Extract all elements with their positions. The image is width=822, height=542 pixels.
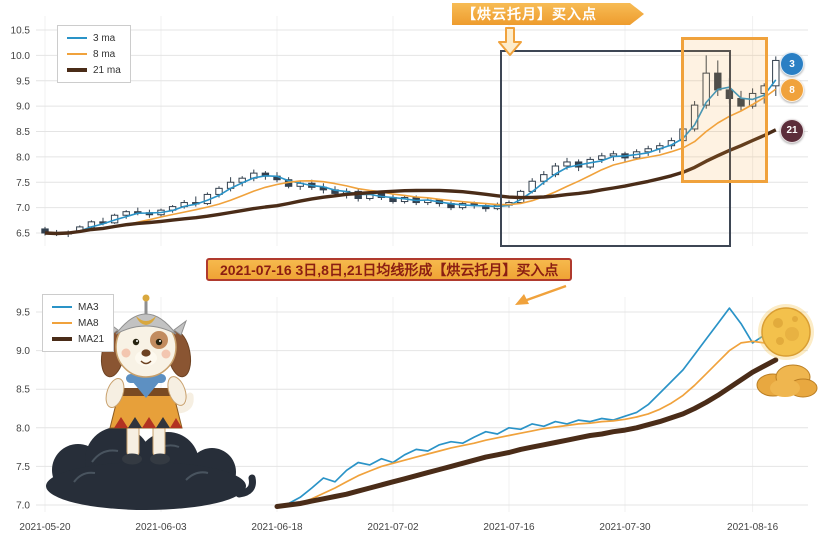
svg-text:2021-08-16: 2021-08-16 <box>727 522 779 533</box>
buy-point-banner-text: 【烘云托月】买入点 <box>462 4 597 24</box>
ma8-line-swatch <box>67 53 87 55</box>
top-chart-legend: 3 ma 8 ma 21 ma <box>57 25 131 83</box>
svg-text:8.5: 8.5 <box>16 385 30 396</box>
svg-text:9.0: 9.0 <box>16 102 30 113</box>
legend-item-8ma: 8 ma <box>67 46 121 62</box>
bottom-chart-legend: MA3 MA8 MA21 <box>42 294 114 352</box>
svg-text:6.5: 6.5 <box>16 229 30 240</box>
legend-item-ma3: MA3 <box>52 299 104 315</box>
svg-text:2021-06-18: 2021-06-18 <box>251 522 303 533</box>
moon-illustration <box>757 303 815 361</box>
banner-down-arrow-icon <box>497 27 523 57</box>
ma21-legend-label: MA21 <box>78 334 104 345</box>
svg-text:8.0: 8.0 <box>16 152 30 163</box>
dark-cloud <box>46 427 252 510</box>
ma21-legend-label: 21 ma <box>93 65 121 76</box>
ma-badge: 8 <box>780 78 804 102</box>
svg-text:10.5: 10.5 <box>11 26 31 37</box>
svg-text:9.5: 9.5 <box>16 308 30 319</box>
ma21-line-swatch <box>52 337 72 341</box>
stock-ma-pattern-page: 6.5 7.0 7.5 8.0 8.5 9.0 9.5 10.0 10.5 7.0 7.5 8.0 8… <box>0 0 822 542</box>
ma-badge-label: 3 <box>789 59 795 70</box>
banner-pointer-arrow-icon <box>508 282 572 310</box>
svg-text:8.5: 8.5 <box>16 127 30 138</box>
svg-text:8.0: 8.0 <box>16 423 30 434</box>
svg-text:7.0: 7.0 <box>16 501 30 512</box>
legend-item-ma8: MA8 <box>52 315 104 331</box>
ma3-line-swatch <box>52 306 72 308</box>
buy-point-banner: 【烘云托月】买入点 <box>452 3 644 25</box>
orange-cloud-illustration <box>753 357 819 401</box>
svg-text:9.0: 9.0 <box>16 346 30 357</box>
ma3-legend-label: 3 ma <box>93 33 115 44</box>
orange-highlight-box <box>681 37 768 183</box>
ma8-legend-label: 8 ma <box>93 49 115 60</box>
ma21-line-swatch <box>67 68 87 72</box>
legend-item-21ma: 21 ma <box>67 62 121 78</box>
ma-badge: 21 <box>780 119 804 143</box>
svg-text:7.5: 7.5 <box>16 462 30 473</box>
ma8-legend-label: MA8 <box>78 318 99 329</box>
ma-badge-label: 21 <box>786 125 797 136</box>
ma-badge: 3 <box>780 52 804 76</box>
legend-item-3ma: 3 ma <box>67 30 121 46</box>
ma8-line-swatch <box>52 322 72 324</box>
signal-description-banner: 2021-07-16 3日,8日,21日均线形成【烘云托月】买入点 <box>206 258 572 281</box>
svg-text:2021-07-30: 2021-07-30 <box>599 522 651 533</box>
svg-text:2021-07-16: 2021-07-16 <box>483 522 535 533</box>
svg-text:2021-05-20: 2021-05-20 <box>19 522 71 533</box>
svg-text:2021-06-03: 2021-06-03 <box>135 522 187 533</box>
svg-text:10.0: 10.0 <box>11 51 31 62</box>
legend-item-ma21: MA21 <box>52 331 104 347</box>
signal-description-text: 2021-07-16 3日,8日,21日均线形成【烘云托月】买入点 <box>220 260 558 280</box>
ma-badge-label: 8 <box>789 85 795 96</box>
ma3-legend-label: MA3 <box>78 302 99 313</box>
svg-text:9.5: 9.5 <box>16 76 30 87</box>
ma3-line-swatch <box>67 37 87 39</box>
svg-text:7.5: 7.5 <box>16 178 30 189</box>
svg-text:7.0: 7.0 <box>16 203 30 214</box>
svg-text:2021-07-02: 2021-07-02 <box>367 522 419 533</box>
